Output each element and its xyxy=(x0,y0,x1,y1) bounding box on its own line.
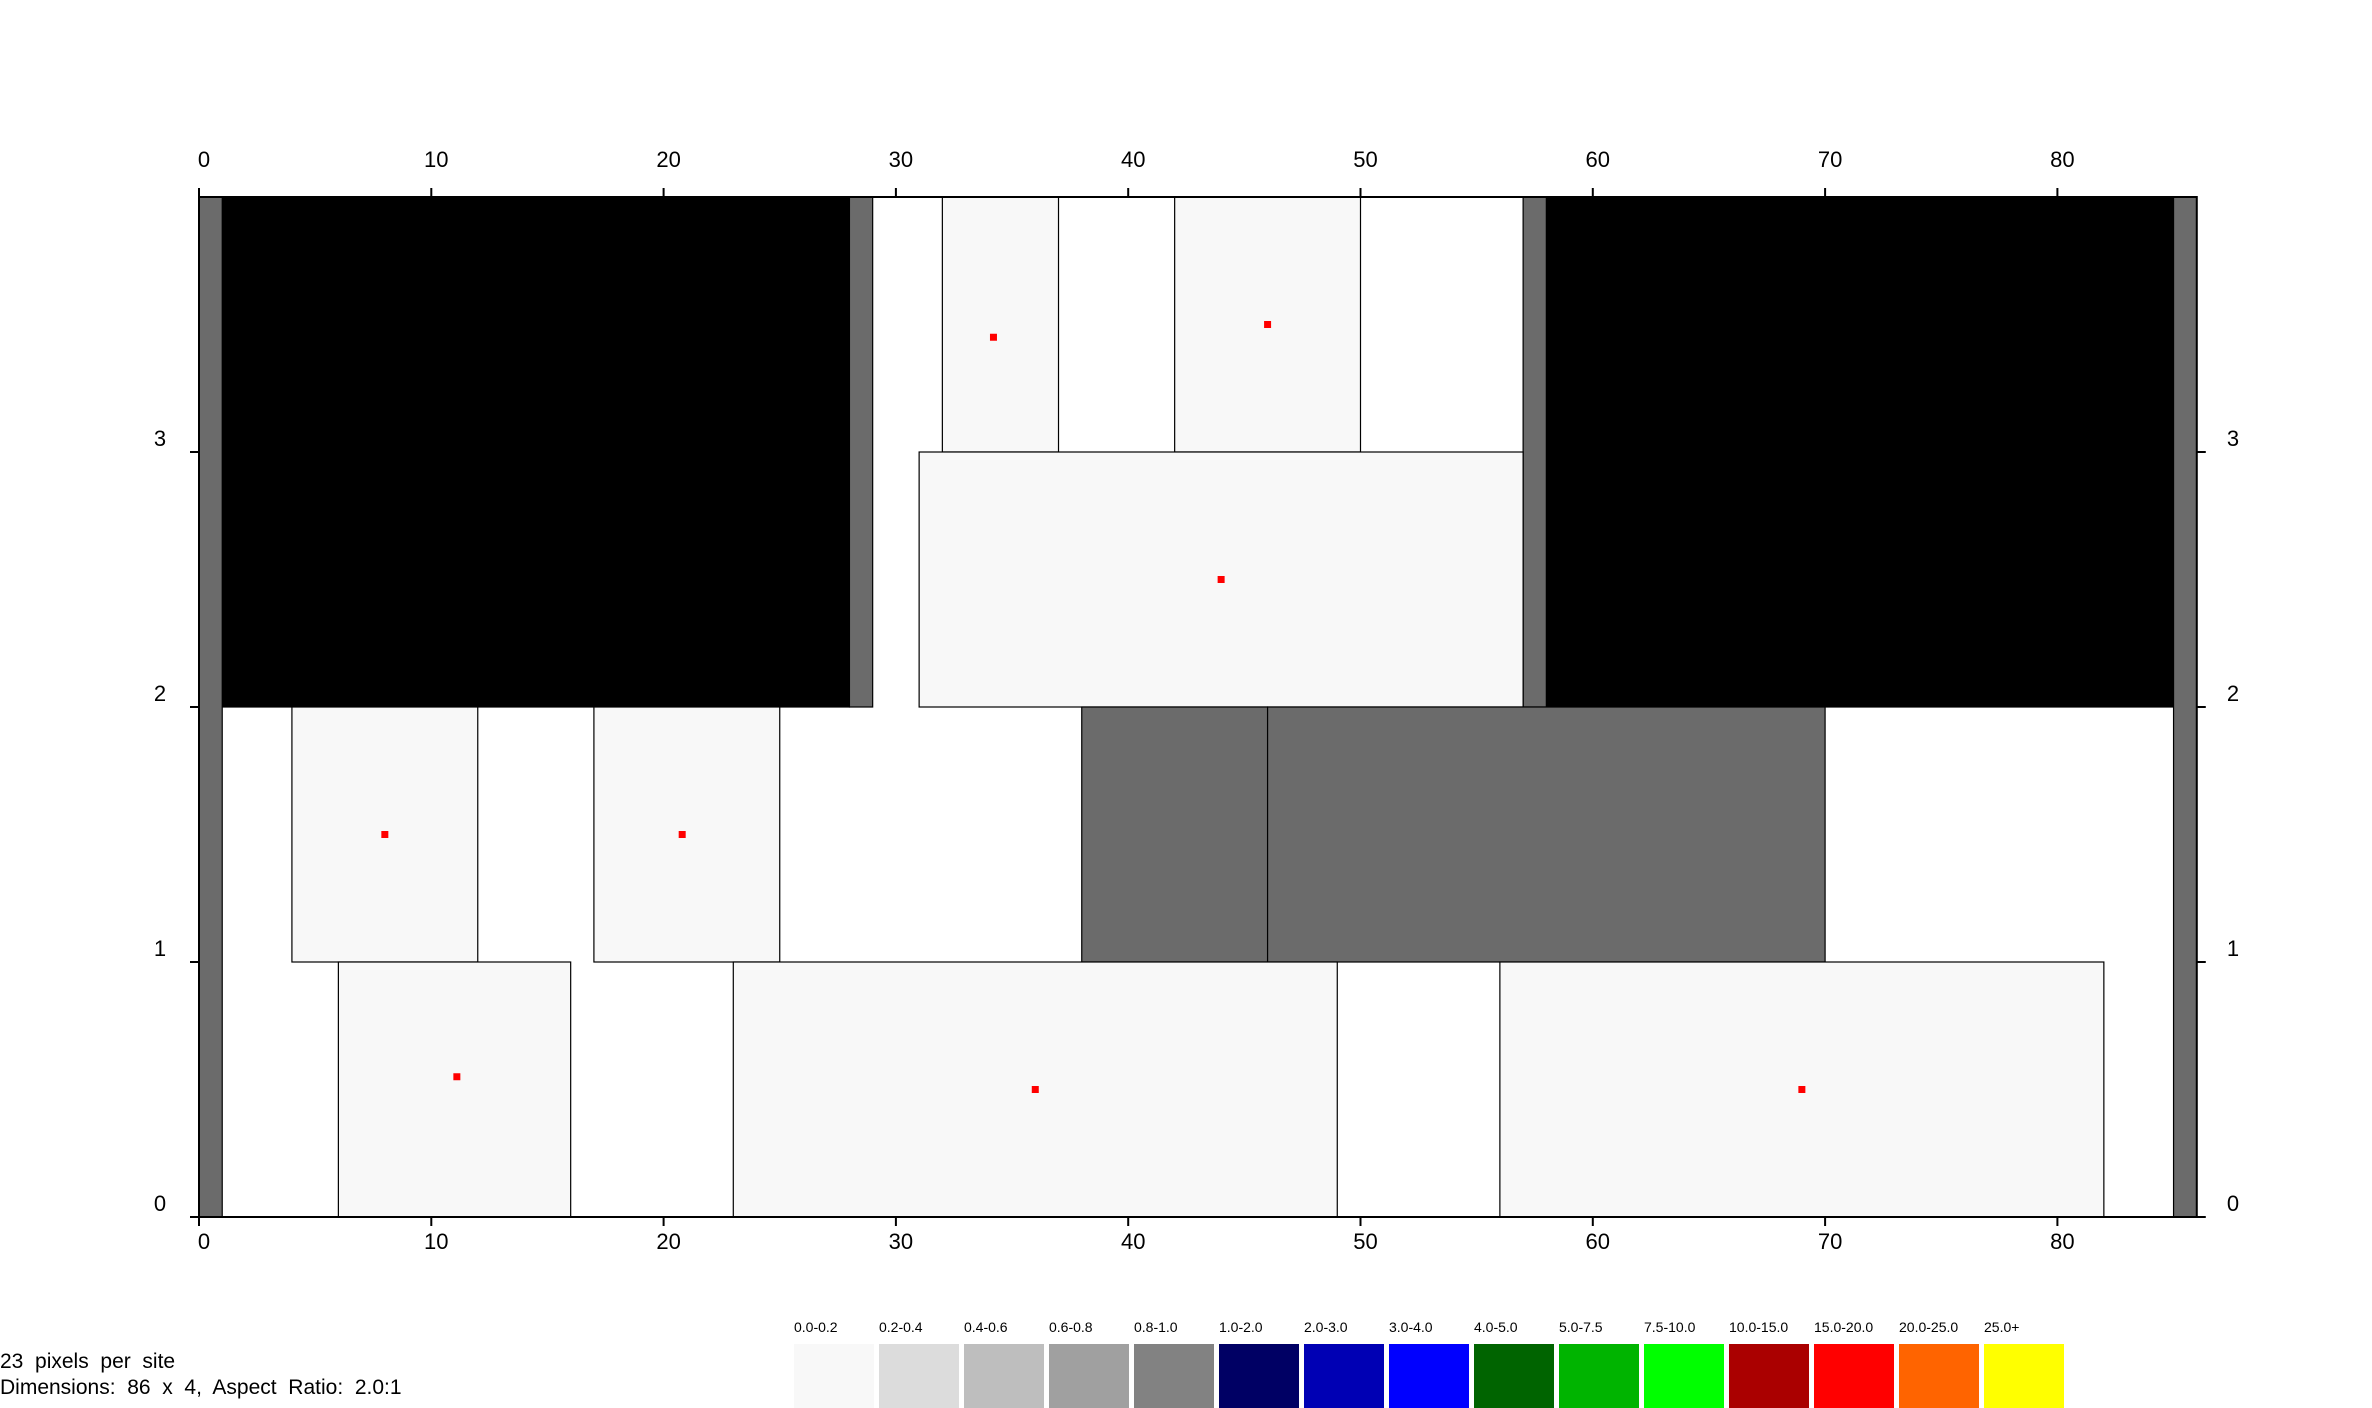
legend-label: 5.0-7.5 xyxy=(1559,1319,1603,1335)
legend-label: 0.0-0.2 xyxy=(794,1319,838,1335)
legend-swatch xyxy=(1559,1344,1639,1408)
axes-layer: 0 0 10 10 20 20 30 30 40 40 50 50 60 60 70 70 80 80 0 0 1 1 2 2… xyxy=(154,147,2239,1254)
legend-swatch xyxy=(1729,1344,1809,1408)
pixels-per-site-text: 23 pixels per site xyxy=(0,1350,176,1373)
legend-swatch xyxy=(1644,1344,1724,1408)
legend-swatch xyxy=(1219,1344,1299,1408)
legend-label: 10.0-15.0 xyxy=(1729,1319,1789,1335)
y-tick-label-right: 2 xyxy=(2227,681,2239,706)
y-tick-label-left: 0 xyxy=(154,1191,166,1216)
placement-grid: 0 0 10 10 20 20 30 30 40 40 50 50 60 60 70 70 80 80 0 0 1 1 2 2… xyxy=(154,147,2239,1254)
block-io-col-mid-left xyxy=(848,196,874,708)
legend-label: 2.0-3.0 xyxy=(1304,1319,1348,1335)
block-dark-38-46 xyxy=(1081,706,1269,963)
x-tick-label-bottom: 20 xyxy=(656,1229,680,1254)
legend-label: 0.6-0.8 xyxy=(1049,1319,1093,1335)
legend-label: 25.0+ xyxy=(1984,1319,2020,1335)
marker-cell-42-50 xyxy=(1264,321,1272,328)
legend-swatch xyxy=(1984,1344,2064,1408)
marker-cell-31-57 xyxy=(1217,576,1225,583)
dimensions-text: Dimensions: 86 x 4, Aspect Ratio: 2.0:1 xyxy=(0,1376,402,1399)
marker-cell-6-16 xyxy=(453,1073,461,1081)
marker-cell-23-49 xyxy=(1031,1086,1039,1093)
legend-swatch xyxy=(1899,1344,1979,1408)
legend-swatch xyxy=(794,1344,874,1408)
legend-label: 1.0-2.0 xyxy=(1219,1319,1263,1335)
legend-label: 0.4-0.6 xyxy=(964,1319,1008,1335)
legend-swatch xyxy=(1474,1344,1554,1408)
block-right-blockage xyxy=(1545,196,2175,708)
x-tick-label-bottom: 30 xyxy=(889,1229,913,1254)
markers-layer xyxy=(381,321,1806,1093)
marker-cell-56-82 xyxy=(1798,1086,1806,1093)
y-tick-label-right: 0 xyxy=(2227,1191,2239,1216)
legend-label: 0.2-0.4 xyxy=(879,1319,923,1335)
x-tick-label-bottom: 40 xyxy=(1121,1229,1145,1254)
legend-swatch xyxy=(1814,1344,1894,1408)
block-cell-32-37 xyxy=(941,196,1060,453)
block-io-col-right xyxy=(2172,196,2198,1218)
legend-label: 4.0-5.0 xyxy=(1474,1319,1518,1335)
legend-label: 7.5-10.0 xyxy=(1644,1319,1696,1335)
legend-label: 15.0-20.0 xyxy=(1814,1319,1874,1335)
x-tick-label-top: 0 xyxy=(198,147,210,172)
x-tick-label-bottom: 70 xyxy=(1818,1229,1842,1254)
y-tick-label-right: 1 xyxy=(2227,936,2239,961)
x-tick-label-top: 10 xyxy=(424,147,448,172)
x-tick-label-bottom: 50 xyxy=(1353,1229,1377,1254)
legend-swatch xyxy=(1389,1344,1469,1408)
x-tick-label-bottom: 80 xyxy=(2050,1229,2074,1254)
legend-label: 20.0-25.0 xyxy=(1899,1319,1959,1335)
x-tick-label-top: 40 xyxy=(1121,147,1145,172)
y-tick-label-left: 2 xyxy=(154,681,166,706)
block-dark-46-70 xyxy=(1266,706,1826,963)
x-tick-label-bottom: 10 xyxy=(424,1229,448,1254)
legend-swatch xyxy=(964,1344,1044,1408)
block-cell-6-16 xyxy=(337,961,572,1218)
legend-swatch xyxy=(1304,1344,1384,1408)
block-io-col-left xyxy=(198,196,223,1218)
x-tick-label-top: 30 xyxy=(889,147,913,172)
block-io-col-mid-right xyxy=(1522,196,1547,708)
marker-cell-32-37 xyxy=(989,333,997,341)
legend-swatch xyxy=(1049,1344,1129,1408)
x-tick-label-top: 20 xyxy=(656,147,680,172)
y-tick-label-left: 1 xyxy=(154,936,166,961)
x-tick-label-top: 70 xyxy=(1818,147,1842,172)
y-tick-label-right: 3 xyxy=(2227,426,2239,451)
legend-swatch xyxy=(1134,1344,1214,1408)
legend-label: 0.8-1.0 xyxy=(1134,1319,1178,1335)
legend-label: 3.0-4.0 xyxy=(1389,1319,1433,1335)
x-tick-label-bottom: 60 xyxy=(1586,1229,1610,1254)
block-cell-17-25 xyxy=(593,706,781,963)
y-tick-label-left: 3 xyxy=(154,426,166,451)
legend-swatch xyxy=(879,1344,959,1408)
x-tick-label-top: 50 xyxy=(1353,147,1377,172)
x-tick-label-bottom: 0 xyxy=(198,1229,210,1254)
block-left-blockage xyxy=(221,196,851,708)
x-tick-label-top: 60 xyxy=(1586,147,1610,172)
marker-cell-4-12 xyxy=(381,831,389,838)
blocks-layer xyxy=(198,196,2198,1218)
x-tick-label-top: 80 xyxy=(2050,147,2074,172)
marker-cell-17-25 xyxy=(678,831,686,838)
